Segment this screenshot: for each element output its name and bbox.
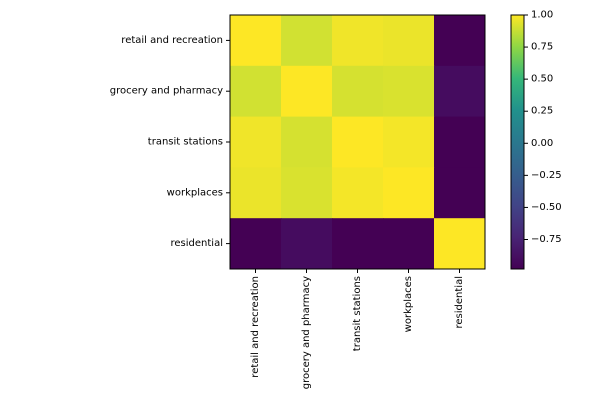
colorbar-gradient xyxy=(510,14,525,270)
heatmap-cell xyxy=(434,15,486,67)
colorbar-tick-label: 0.75 xyxy=(531,42,553,53)
heatmap-cell xyxy=(230,15,282,67)
heatmap-cell xyxy=(383,167,435,219)
colorbar-tick-label: −0.50 xyxy=(531,202,562,213)
heatmap-cell xyxy=(332,65,384,118)
heatmap-cell xyxy=(281,167,333,219)
colorbar-tick-label: 0.25 xyxy=(531,106,553,117)
heatmap-cell xyxy=(332,15,384,67)
heatmap-cell xyxy=(383,15,435,67)
x-tick-label: transit stations xyxy=(352,276,363,351)
y-tick-label: workplaces xyxy=(167,187,223,198)
heatmap-cell xyxy=(332,218,384,270)
heatmap-cell xyxy=(230,116,282,168)
y-tick-label: residential xyxy=(171,238,223,249)
x-tick-label: grocery and pharmacy xyxy=(301,276,312,389)
heatmap-cell xyxy=(434,167,486,219)
heatmap-cell xyxy=(230,65,282,118)
heatmap-cell xyxy=(383,116,435,168)
heatmap-cell xyxy=(434,218,486,270)
colorbar-tick-label: −0.25 xyxy=(531,170,562,181)
heatmap-cell xyxy=(281,116,333,168)
y-tick-label: transit stations xyxy=(148,137,223,148)
heatmap-cell xyxy=(332,167,384,219)
colorbar: 1.00 0.75 0.50 0.25 0.00 −0.25 −0.50 −0.75 xyxy=(510,10,562,270)
x-tick-label: workplaces xyxy=(403,276,414,332)
y-tick-label: retail and recreation xyxy=(121,35,223,46)
colorbar-tick-label: 0.50 xyxy=(531,74,553,85)
heatmap-cell xyxy=(383,65,435,118)
heatmap-cells xyxy=(230,15,486,270)
heatmap-cell xyxy=(281,65,333,118)
x-tick-label: residential xyxy=(454,276,465,328)
x-tick-label: retail and recreation xyxy=(250,276,261,378)
heatmap-cell xyxy=(281,15,333,67)
heatmap-cell xyxy=(230,218,282,270)
colorbar-tick-label: 1.00 xyxy=(531,10,553,21)
colorbar-tick-label: −0.75 xyxy=(531,234,562,245)
colorbar-tick-label: 0.00 xyxy=(531,138,553,149)
heatmap-cell xyxy=(434,116,486,168)
x-axis: retail and recreation grocery and pharmac… xyxy=(250,269,465,389)
heatmap-cell xyxy=(281,218,333,270)
heatmap-cell xyxy=(332,116,384,168)
y-axis: retail and recreation grocery and pharmac… xyxy=(110,35,230,249)
heatmap-cell xyxy=(230,167,282,219)
heatmap-cell xyxy=(434,65,486,118)
heatmap-cell xyxy=(383,218,435,270)
y-tick-label: grocery and pharmacy xyxy=(110,86,223,97)
